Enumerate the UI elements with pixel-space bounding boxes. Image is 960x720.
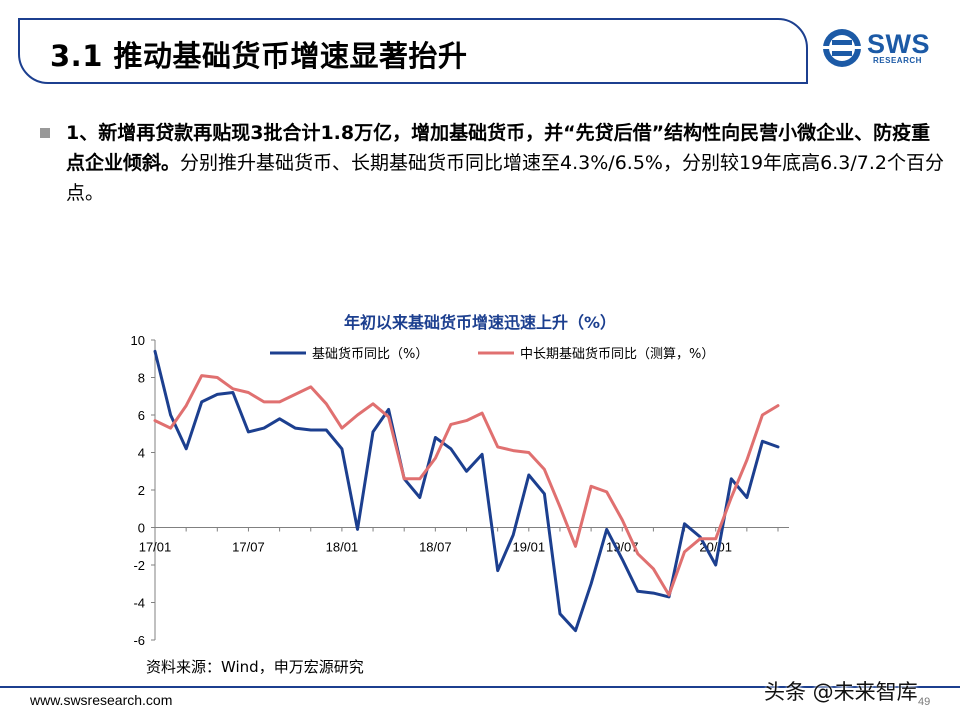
y-tick-label: -6 — [133, 633, 145, 648]
source-note: 资料来源：Wind，申万宏源研究 — [146, 658, 364, 676]
y-tick-label: 10 — [131, 333, 145, 348]
x-tick-label: 18/01 — [326, 540, 359, 555]
bullet-normal-text: 分别推升基础货币、长期基础货币同比增速至4.3%/6.5%，分别较19年底高6.… — [66, 152, 944, 204]
page-title: 3.1 推动基础货币增速显著抬升 — [50, 39, 468, 73]
sws-logo-icon — [823, 29, 861, 67]
x-tick-label: 17/01 — [139, 540, 172, 555]
series-line-2 — [153, 374, 780, 597]
footer-divider — [0, 686, 960, 688]
x-tick-label: 17/07 — [232, 540, 265, 555]
logo-text: SWS — [867, 29, 931, 59]
legend-label-2: 中长期基础货币同比（测算，%） — [520, 346, 714, 362]
chart-title: 年初以来基础货币增速迅速上升（%） — [343, 313, 617, 332]
y-tick-label: 6 — [138, 408, 145, 423]
x-tick-label: 18/07 — [419, 540, 452, 555]
y-tick-label: 0 — [138, 521, 145, 536]
y-tick-label: -4 — [133, 596, 145, 611]
bullet-square-icon — [40, 128, 50, 138]
bullet-bold-text: 1、新增再贷款再贴现3批合计1.8万亿，增加基础货币，并“先贷后借”结构性向民营… — [66, 122, 931, 174]
bullet-paragraph: 1、新增再贷款再贴现3批合计1.8万亿，增加基础货币，并“先贷后借”结构性向民营… — [66, 118, 946, 208]
footer-url: www.swsresearch.com — [30, 692, 173, 708]
page-number: 49 — [918, 696, 931, 708]
title-frame — [18, 18, 808, 84]
y-tick-label: 2 — [138, 483, 145, 498]
legend-label-1: 基础货币同比（%） — [312, 346, 428, 362]
logo-subtext: RESEARCH — [873, 56, 922, 65]
y-tick-label: 4 — [138, 446, 145, 461]
y-tick-label: -2 — [133, 558, 145, 573]
y-tick-label: 8 — [138, 371, 145, 386]
series-line-1 — [153, 349, 780, 633]
x-tick-label: 19/01 — [513, 540, 546, 555]
watermark: 头条 @未来智库 — [764, 680, 918, 704]
